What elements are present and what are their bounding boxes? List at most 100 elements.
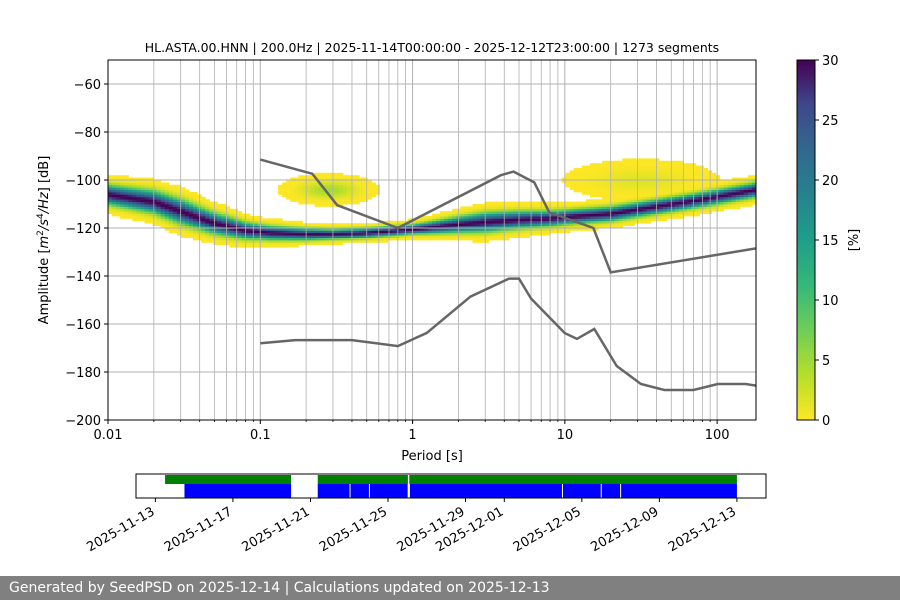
- heatmap-cell: [217, 237, 222, 241]
- heatmap-cell: [679, 184, 684, 188]
- heatmap-cell: [342, 228, 348, 231]
- heatmap-cell: [184, 213, 190, 217]
- heatmap-cell: [687, 168, 692, 171]
- heatmap-cell: [650, 160, 656, 164]
- heatmap-cell: [569, 187, 575, 190]
- heatmap-cell: [662, 208, 668, 212]
- heatmap-cell: [573, 225, 579, 229]
- heatmap-cell: [221, 237, 227, 241]
- heatmap-cell: [573, 211, 579, 214]
- heatmap-cell: [156, 220, 162, 224]
- heatmap-cell: [626, 220, 632, 224]
- heatmap-cell: [529, 204, 534, 207]
- heatmap-cell: [654, 196, 660, 200]
- heatmap-cell: [638, 165, 644, 169]
- heatmap-cell: [318, 175, 324, 178]
- heatmap-cell: [225, 237, 231, 241]
- heatmap-cell: [496, 230, 502, 234]
- heatmap-cell: [124, 177, 129, 181]
- heatmap-cell: [160, 201, 166, 205]
- heatmap-cell: [662, 201, 668, 205]
- heatmap-cell: [245, 240, 251, 243]
- heatmap-cell: [537, 223, 542, 226]
- heatmap-cell: [306, 177, 312, 181]
- heatmap-cell: [731, 189, 737, 193]
- heatmap-cell: [290, 225, 295, 229]
- heatmap-cell: [108, 180, 113, 183]
- heatmap-cell: [634, 213, 640, 217]
- timeline-tick-label: 2025-12-05: [511, 504, 584, 555]
- heatmap-cell: [735, 201, 741, 205]
- heatmap-cell: [407, 230, 413, 234]
- heatmap-cell: [217, 206, 222, 210]
- heatmap-cell: [448, 230, 453, 234]
- heatmap-cell: [274, 235, 279, 238]
- heatmap-cell: [351, 240, 356, 243]
- heatmap-cell: [589, 180, 595, 183]
- heatmap-cell: [747, 199, 753, 202]
- heatmap-cell: [209, 213, 214, 217]
- heatmap-cell: [606, 180, 611, 183]
- heatmap-cell: [675, 182, 680, 186]
- heatmap-cell: [290, 237, 295, 241]
- heatmap-cell: [290, 194, 295, 198]
- heatmap-cell: [338, 184, 344, 188]
- heatmap-cell: [683, 204, 688, 207]
- heatmap-cell: [650, 199, 656, 202]
- heatmap-cell: [650, 163, 656, 166]
- heatmap-cell: [217, 242, 222, 246]
- heatmap-cell: [326, 240, 332, 243]
- heatmap-cell: [630, 189, 636, 193]
- heatmap-cell: [549, 220, 555, 224]
- heatmap-cell: [205, 199, 210, 202]
- heatmap-cell: [751, 189, 756, 193]
- heatmap-cell: [719, 192, 725, 195]
- heatmap-cell: [675, 168, 680, 171]
- heatmap-cell: [322, 184, 328, 188]
- heatmap-cell: [310, 223, 316, 226]
- heatmap-cell: [298, 199, 303, 202]
- heatmap-cell: [650, 175, 656, 178]
- heatmap-cell: [172, 196, 178, 200]
- heatmap-cell: [646, 168, 652, 171]
- heatmap-cell: [140, 180, 146, 183]
- heatmap-cell: [371, 192, 376, 195]
- heatmap-cell: [136, 184, 141, 188]
- heatmap-cell: [306, 240, 312, 243]
- heatmap-cell: [184, 232, 190, 236]
- heatmap-cell: [274, 242, 279, 246]
- heatmap-cell: [687, 211, 692, 214]
- heatmap-cell: [513, 211, 518, 214]
- heatmap-cell: [213, 230, 218, 234]
- heatmap-cell: [367, 192, 372, 195]
- heatmap-cell: [460, 211, 465, 214]
- heatmap-cell: [452, 223, 457, 226]
- heatmap-cell: [618, 199, 623, 202]
- heatmap-cell: [460, 223, 465, 226]
- heatmap-cell: [577, 225, 583, 229]
- heatmap-cell: [334, 225, 340, 229]
- heatmap-cell: [363, 237, 368, 241]
- heatmap-cell: [715, 199, 721, 202]
- heatmap-cell: [152, 213, 158, 217]
- heatmap-cell: [351, 199, 356, 202]
- heatmap-cell: [703, 201, 708, 205]
- heatmap-cell: [468, 208, 474, 212]
- heatmap-cell: [602, 225, 607, 229]
- heatmap-cell: [610, 189, 615, 193]
- heatmap-cell: [294, 244, 299, 248]
- heatmap-cell: [132, 187, 137, 190]
- heatmap-cell: [298, 187, 303, 190]
- heatmap-cell: [614, 218, 619, 222]
- heatmap-cell: [282, 223, 287, 226]
- heatmap-cell: [253, 242, 259, 246]
- heatmap-cell: [573, 216, 579, 219]
- heatmap-cell: [205, 240, 210, 243]
- heatmap-cell: [427, 218, 433, 222]
- heatmap-cell: [630, 165, 636, 169]
- heatmap-cell: [589, 187, 595, 190]
- heatmap-cell: [128, 184, 133, 188]
- heatmap-cell: [472, 218, 478, 222]
- heatmap-cell: [666, 168, 672, 171]
- heatmap-cell: [577, 211, 583, 214]
